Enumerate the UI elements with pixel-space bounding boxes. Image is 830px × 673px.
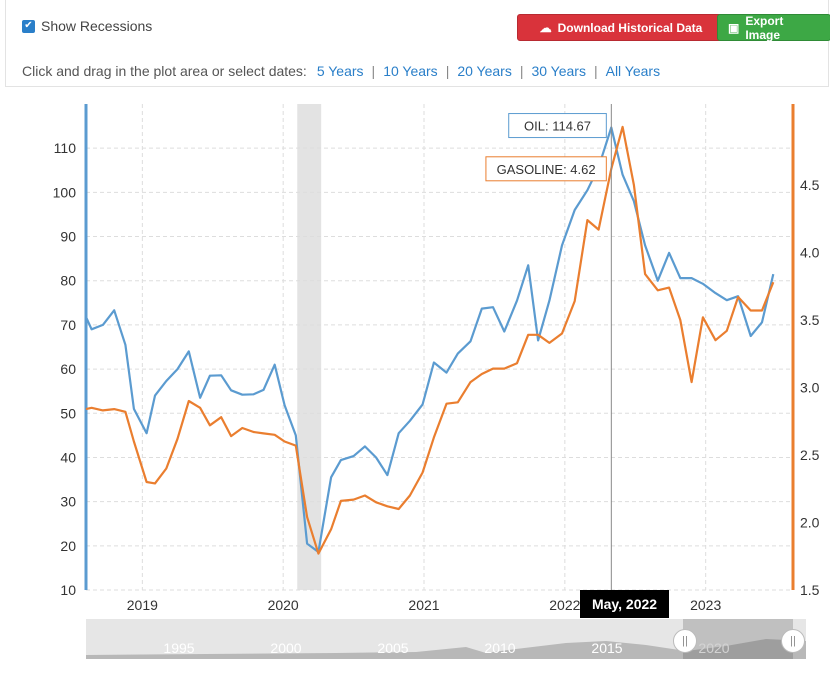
navigator-right-handle[interactable]: ||: [781, 629, 805, 653]
navigator-year-label: 2000: [270, 640, 301, 656]
show-recessions-toggle[interactable]: ✔ Show Recessions: [22, 18, 152, 34]
left-tick-label: 30: [60, 494, 76, 510]
left-tick-label: 90: [60, 229, 76, 245]
gasoline-series-line: [85, 125, 775, 555]
right-tick-label: 4.5: [800, 177, 820, 193]
oil-series-line: [84, 126, 775, 554]
x-tick-label: 2023: [690, 597, 721, 613]
navigator-year-label: 1995: [163, 640, 194, 656]
x-tick-label: 2022: [549, 597, 580, 613]
oil-gasoline-chart[interactable]: 10 20 30 40 50 60 70 80 90 100 110 1.5 2.0 2.5 3.0 3.5 4…: [0, 98, 830, 618]
left-tick-label: 20: [60, 538, 76, 554]
right-tick-label: 2.0: [800, 515, 820, 531]
right-tick-label: 2.5: [800, 447, 820, 463]
right-tick-label: 3.0: [800, 380, 820, 396]
cloud-download-icon: ☁: [539, 20, 552, 35]
gasoline-tooltip-text: GASOLINE: 4.62: [497, 162, 596, 177]
range-30-years[interactable]: 30 Years: [531, 63, 586, 79]
left-tick-label: 100: [53, 184, 77, 200]
oil-tooltip-box: [508, 113, 607, 139]
navigator-selection[interactable]: [683, 619, 793, 659]
date-range-selector: Click and drag in the plot area or selec…: [22, 63, 660, 79]
separator: |: [445, 63, 450, 79]
navigator[interactable]: 1995 2000 2005 2010 2015 2020 || ||: [86, 619, 806, 659]
left-tick-label: 60: [60, 361, 76, 377]
left-tick-label: 110: [54, 140, 77, 156]
show-recessions-label: Show Recessions: [41, 18, 153, 34]
range-20-years[interactable]: 20 Years: [457, 63, 512, 79]
navigator-year-label: 2005: [377, 640, 408, 656]
tooltip-date: May, 2022: [580, 590, 669, 618]
gasoline-tooltip-box: [485, 156, 607, 182]
download-label: Download Historical Data: [557, 20, 703, 35]
navigator-year-label: 2010: [484, 640, 515, 656]
oil-tooltip-text: OIL: 114.67: [524, 119, 591, 134]
range-5-years[interactable]: 5 Years: [316, 63, 364, 79]
left-tick-label: 40: [60, 449, 76, 465]
separator: |: [519, 63, 524, 79]
separator: |: [371, 63, 376, 79]
x-tick-label: 2019: [127, 597, 158, 613]
export-image-button[interactable]: ▣ Export Image: [717, 13, 830, 42]
x-tick-label: 2020: [268, 597, 299, 613]
export-label: Export Image: [745, 13, 784, 42]
navigator-left-handle[interactable]: ||: [673, 629, 697, 653]
left-tick-label: 50: [60, 405, 76, 421]
chart-toolbar: ✔ Show Recessions ☁ Download Historical …: [5, 0, 830, 87]
recession-band: [297, 104, 322, 590]
range-all-years[interactable]: All Years: [605, 63, 661, 79]
left-tick-label: 10: [60, 582, 76, 598]
navigator-area: 1995 2000 2005 2010 2015 2020: [86, 639, 806, 659]
right-tick-label: 1.5: [800, 582, 820, 598]
navigator-area-shape: [86, 639, 806, 659]
checkbox-checked-icon[interactable]: ✔: [22, 19, 35, 33]
navigator-year-label: 2020: [698, 640, 729, 656]
right-tick-label: 4.0: [800, 245, 820, 261]
x-tick-label: 2021: [408, 597, 439, 613]
range-10-years[interactable]: 10 Years: [383, 63, 438, 79]
separator: |: [593, 63, 598, 79]
left-tick-label: 70: [60, 317, 76, 333]
right-tick-label: 3.5: [800, 312, 820, 328]
navigator-year-label: 2015: [591, 640, 622, 656]
download-historical-data-button[interactable]: ☁ Download Historical Data: [517, 14, 725, 41]
left-tick-label: 80: [60, 273, 76, 289]
image-icon: ▣: [728, 20, 740, 35]
dates-prompt: Click and drag in the plot area or selec…: [22, 63, 307, 79]
